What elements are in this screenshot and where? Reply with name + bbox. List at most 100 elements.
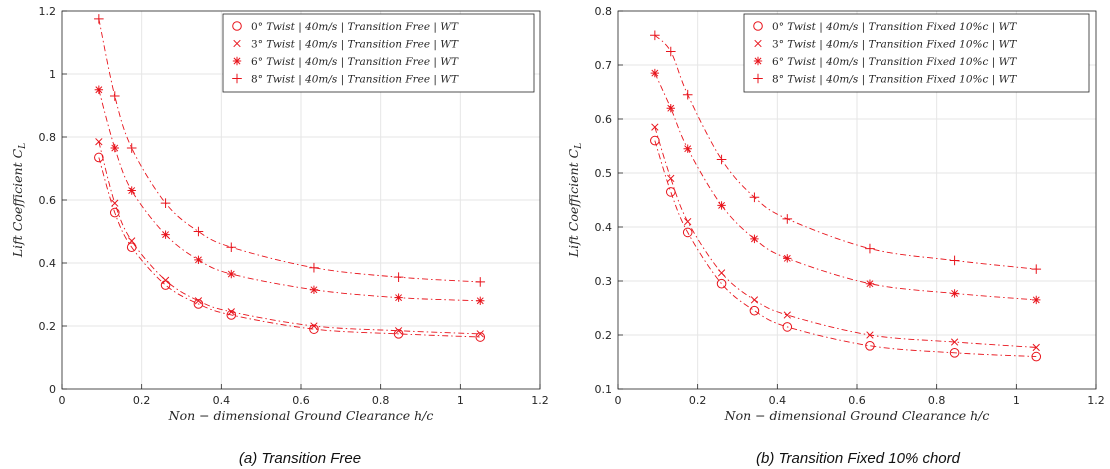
x-tick-label: 1: [1013, 394, 1020, 407]
y-tick-label: 0.3: [595, 275, 613, 288]
y-tick-label: 0.2: [595, 329, 613, 342]
series-2: [650, 68, 1041, 305]
data-point: [651, 123, 659, 131]
x-tick-label: 1.2: [1087, 394, 1105, 407]
x-tick-label: 0.2: [133, 394, 151, 407]
series-fit-line: [98, 18, 481, 283]
data-point: [94, 85, 104, 94]
data-point: [717, 269, 726, 277]
data-point: [309, 262, 319, 273]
legend-marker: [232, 21, 242, 31]
data-point: [111, 199, 119, 207]
series-2: [94, 85, 485, 305]
y-tick-label: 0.1: [595, 383, 613, 396]
data-point: [94, 14, 104, 24]
legend-entry: 6° Twist | 40m/s | Transition Free | WT: [251, 56, 459, 69]
y-tick-label: 0.8: [595, 5, 613, 18]
data-point: [161, 276, 170, 284]
legend-entry: 8° Twist | 40m/s | Transition Free | WT: [251, 73, 459, 86]
series-fit-line: [654, 34, 1037, 270]
chart-b: 0 0.2 0.4 0.6 0.8 1 1.2 0.1 0.2 0.3 0.4 0.5 0.6 0.7 0.…: [566, 5, 1105, 467]
x-axis-label: Non − dimensional Ground Clearance h/c: [168, 408, 434, 423]
data-point: [309, 285, 319, 294]
legend-entry: 0° Twist | 40m/s | Transition Free | WT: [251, 21, 459, 34]
data-point: [949, 348, 960, 358]
series-3: [650, 30, 1042, 274]
legend: 0° Twist | 40m/s | Transition Free | WT 3…: [222, 13, 535, 93]
y-tick-label: 1.2: [39, 5, 57, 18]
series-1: [95, 138, 484, 338]
y-tick-label: 0.4: [39, 257, 57, 270]
data-point: [667, 174, 675, 183]
data-point: [161, 230, 170, 239]
x-tick-label: 0.6: [848, 394, 866, 407]
data-point: [717, 201, 726, 210]
series-fit-line: [98, 157, 481, 338]
data-point: [1032, 295, 1041, 305]
data-point: [394, 327, 403, 335]
legend-marker: [753, 21, 763, 31]
series-0: [650, 135, 1042, 362]
data-point: [476, 296, 485, 305]
series-fit-line: [654, 140, 1037, 358]
x-tick-label: 0.8: [372, 394, 390, 407]
data-point: [684, 217, 692, 226]
x-tick-label: 0.8: [928, 394, 946, 407]
y-tick-label: 0.4: [595, 221, 613, 234]
series-fit-line: [654, 126, 1037, 348]
x-tick-label: 0.6: [292, 394, 310, 407]
data-point: [128, 237, 136, 245]
figure-caption: (b) Transition Fixed 10% chord: [756, 450, 961, 467]
legend-box: [743, 13, 1090, 93]
legend-marker: [232, 56, 242, 66]
data-point: [309, 324, 319, 334]
data-point: [109, 207, 120, 218]
y-tick-label: 0.8: [39, 131, 57, 144]
data-point: [126, 143, 137, 153]
x-tick-label: 0.4: [769, 394, 787, 407]
series-fit-line: [98, 89, 481, 302]
data-point: [750, 234, 759, 244]
data-point: [193, 299, 204, 309]
data-point: [866, 331, 874, 339]
data-point: [950, 289, 959, 298]
data-point: [783, 311, 791, 319]
x-tick-label: 0: [615, 394, 622, 407]
legend-entry: 8° Twist | 40m/s | Transition Fixed 10%c…: [772, 73, 1017, 86]
y-tick-label: 0.2: [39, 320, 57, 333]
y-tick-label: 0.7: [595, 59, 613, 72]
legend-box: [222, 13, 535, 93]
x-axis-label: Non − dimensional Ground Clearance h/c: [724, 408, 990, 423]
data-point: [716, 154, 727, 165]
legend-marker: [753, 56, 763, 66]
y-tick-label: 0.5: [595, 167, 613, 180]
data-point: [750, 296, 759, 304]
data-point: [749, 192, 760, 203]
data-point: [110, 143, 119, 153]
data-point: [475, 332, 486, 342]
data-point: [393, 272, 404, 282]
data-point: [226, 242, 237, 253]
data-point: [109, 91, 120, 101]
data-point: [782, 322, 793, 332]
legend-entry: 6° Twist | 40m/s | Transition Fixed 10%c…: [772, 56, 1017, 69]
series-3: [94, 14, 486, 287]
data-point: [127, 186, 136, 195]
data-point: [865, 279, 875, 288]
x-tick-label: 1.2: [531, 394, 549, 407]
data-point: [1032, 343, 1040, 352]
series-0: [94, 152, 486, 342]
data-point: [227, 308, 235, 316]
figure-caption: (a) Transition Free: [239, 450, 361, 467]
legend-entry: 0° Twist | 40m/s | Transition Fixed 10%c…: [772, 21, 1017, 34]
data-point: [749, 305, 760, 316]
data-point: [95, 138, 103, 146]
data-point: [949, 255, 960, 266]
legend-entry: 3° Twist | 40m/s | Transition Free | WT: [251, 38, 459, 51]
data-point: [950, 338, 959, 346]
data-point: [650, 68, 660, 78]
legend-marker: [753, 73, 763, 84]
series-1: [651, 123, 1040, 352]
chart-a: 0 0.2 0.4 0.6 0.8 1 1.2 0 0.2 0.4 0.6 0.8 1 1.2 Non − …: [10, 5, 549, 467]
data-point: [193, 226, 204, 237]
